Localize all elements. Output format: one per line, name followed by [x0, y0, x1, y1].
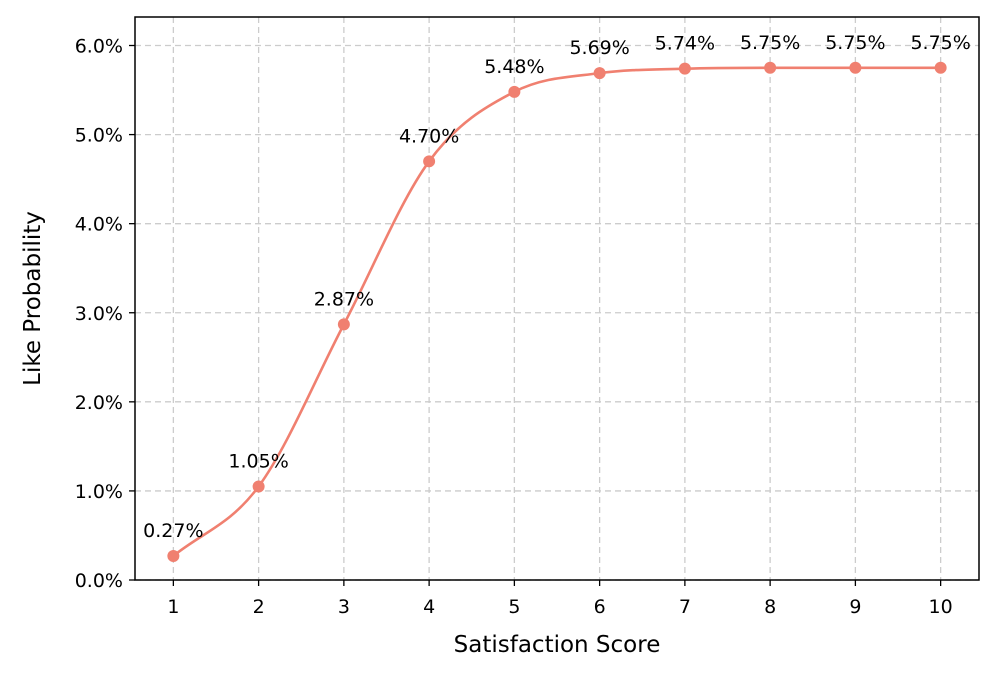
- x-tick-label: 1: [167, 596, 179, 618]
- x-tick-label: 4: [423, 596, 435, 618]
- x-axis-ticks: 1 2 3 4 5 6 7 8 9 10: [167, 580, 953, 618]
- x-tick-label: 2: [253, 596, 265, 618]
- y-tick-label: 1.0%: [75, 481, 123, 503]
- y-tick-label: 5.0%: [75, 125, 123, 147]
- data-label: 5.74%: [655, 33, 715, 55]
- x-tick-label: 3: [338, 596, 350, 618]
- y-tick-label: 2.0%: [75, 392, 123, 414]
- data-point: [252, 480, 265, 493]
- y-tick-label: 3.0%: [75, 303, 123, 325]
- data-labels: 0.27% 1.05% 2.87% 4.70% 5.48% 5.69% 5.74% 5.75%…: [143, 32, 971, 542]
- x-tick-label: 10: [929, 596, 953, 618]
- points-layer: [167, 61, 947, 562]
- data-point: [167, 549, 180, 562]
- data-point: [678, 62, 691, 75]
- data-point: [508, 85, 521, 98]
- x-tick-label: 9: [849, 596, 861, 618]
- data-label: 4.70%: [399, 125, 459, 147]
- data-label: 0.27%: [143, 520, 203, 542]
- plot-frame: [134, 16, 980, 581]
- data-label: 5.48%: [484, 56, 544, 78]
- data-label: 2.87%: [314, 288, 374, 310]
- y-tick-label: 0.0%: [75, 570, 123, 592]
- data-label: 5.75%: [740, 32, 800, 54]
- data-point: [337, 318, 350, 331]
- x-axis-label: Satisfaction Score: [454, 632, 661, 658]
- data-label: 5.75%: [910, 32, 970, 54]
- data-point: [849, 61, 862, 74]
- data-label: 5.75%: [825, 32, 885, 54]
- data-point: [593, 67, 606, 80]
- y-axis-ticks: 0.0% 1.0% 2.0% 3.0% 4.0% 5.0% 6.0%: [75, 36, 135, 592]
- data-label: 5.69%: [569, 37, 629, 59]
- data-point: [423, 155, 436, 168]
- y-axis-label: Like Probability: [20, 211, 46, 386]
- y-tick-label: 4.0%: [75, 214, 123, 236]
- x-tick-label: 6: [594, 596, 606, 618]
- x-tick-label: 7: [679, 596, 691, 618]
- data-point: [934, 61, 947, 74]
- y-tick-label: 6.0%: [75, 36, 123, 58]
- x-tick-label: 8: [764, 596, 776, 618]
- data-point: [764, 61, 777, 74]
- data-label: 1.05%: [228, 450, 288, 472]
- x-tick-label: 5: [508, 596, 520, 618]
